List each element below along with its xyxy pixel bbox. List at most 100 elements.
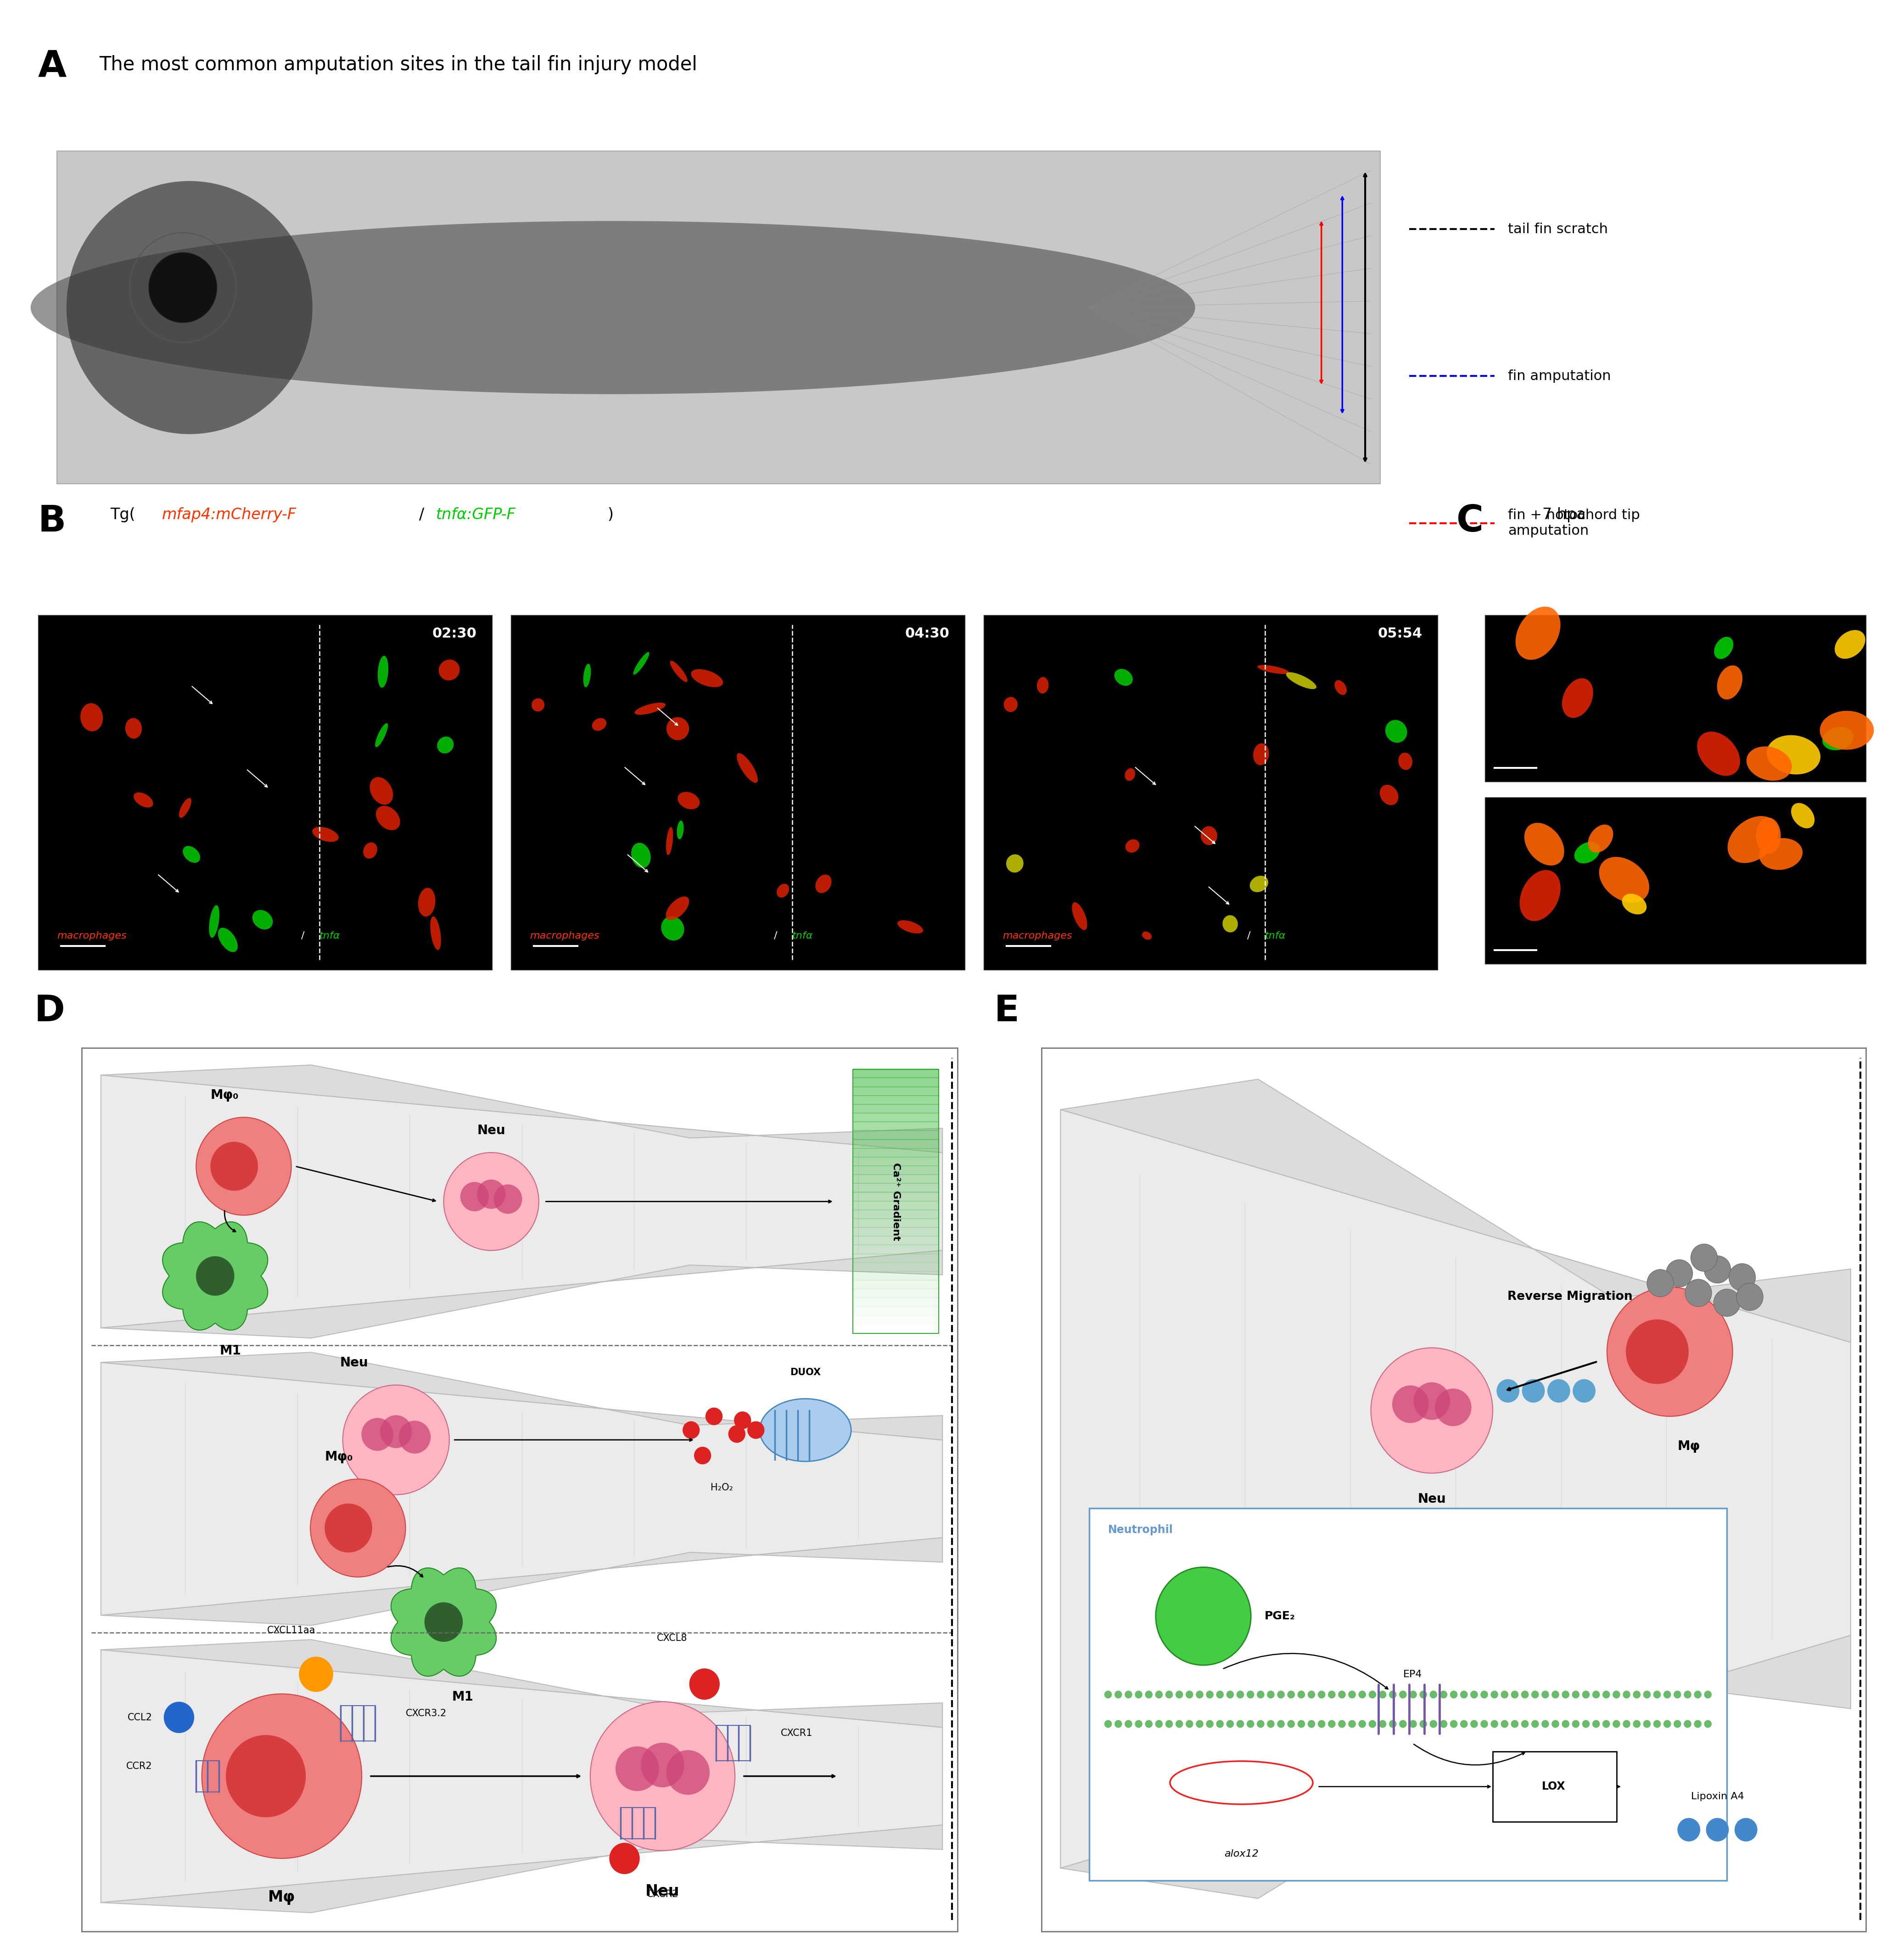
Circle shape	[1561, 1691, 1569, 1698]
Bar	[853, 1191, 939, 1201]
Bar	[510, 615, 965, 970]
Circle shape	[1695, 1691, 1702, 1698]
Ellipse shape	[1525, 823, 1565, 866]
Circle shape	[1439, 1720, 1447, 1728]
Text: A: A	[38, 49, 67, 84]
Ellipse shape	[438, 660, 459, 680]
Ellipse shape	[430, 917, 442, 950]
Circle shape	[1266, 1691, 1274, 1698]
Circle shape	[299, 1657, 333, 1693]
Bar	[57, 151, 1380, 484]
Ellipse shape	[1335, 680, 1346, 695]
Polygon shape	[1061, 1109, 1851, 1869]
Text: CXCL8: CXCL8	[657, 1634, 687, 1644]
Circle shape	[1582, 1720, 1590, 1728]
Circle shape	[1521, 1691, 1529, 1698]
Circle shape	[1592, 1691, 1599, 1698]
Polygon shape	[101, 1250, 942, 1338]
Bar	[853, 1148, 939, 1158]
Polygon shape	[162, 1222, 268, 1330]
Circle shape	[1497, 1379, 1519, 1403]
Circle shape	[1358, 1720, 1365, 1728]
Bar	[853, 1218, 939, 1228]
Polygon shape	[101, 1640, 942, 1728]
Text: 04:30: 04:30	[904, 627, 950, 641]
Bar	[984, 615, 1438, 970]
Circle shape	[362, 1418, 394, 1452]
Circle shape	[1674, 1691, 1681, 1698]
Text: PGE₂: PGE₂	[1264, 1610, 1295, 1622]
Circle shape	[748, 1420, 765, 1438]
Circle shape	[1156, 1567, 1251, 1665]
Circle shape	[1175, 1691, 1182, 1698]
Ellipse shape	[438, 737, 453, 754]
Text: CXCR1: CXCR1	[781, 1728, 813, 1738]
Bar	[853, 1254, 939, 1264]
Ellipse shape	[592, 719, 607, 731]
Polygon shape	[101, 1826, 942, 1912]
Bar	[82, 1048, 958, 1932]
Circle shape	[1399, 1720, 1407, 1728]
Circle shape	[1388, 1691, 1396, 1698]
Bar	[853, 1271, 939, 1281]
Ellipse shape	[630, 842, 651, 868]
Circle shape	[1512, 1691, 1519, 1698]
Circle shape	[1677, 1818, 1700, 1841]
Circle shape	[1653, 1691, 1660, 1698]
Circle shape	[704, 1407, 724, 1424]
Bar	[853, 1209, 939, 1218]
Polygon shape	[101, 1362, 942, 1616]
Circle shape	[1392, 1385, 1428, 1422]
Circle shape	[1369, 1691, 1377, 1698]
Circle shape	[1451, 1720, 1458, 1728]
Circle shape	[1205, 1720, 1213, 1728]
Text: The most common amputation sites in the tail fin injury model: The most common amputation sites in the …	[99, 55, 697, 74]
Text: CCR2: CCR2	[126, 1761, 152, 1771]
Ellipse shape	[1822, 727, 1854, 750]
Circle shape	[444, 1152, 539, 1250]
Circle shape	[461, 1181, 489, 1211]
Circle shape	[1634, 1691, 1641, 1698]
Circle shape	[1729, 1264, 1755, 1291]
Ellipse shape	[1125, 768, 1135, 782]
Circle shape	[1460, 1691, 1468, 1698]
Circle shape	[1666, 1260, 1693, 1287]
Circle shape	[425, 1602, 463, 1642]
Circle shape	[1542, 1720, 1550, 1728]
Text: B: B	[38, 503, 67, 539]
Circle shape	[1114, 1720, 1121, 1728]
Circle shape	[1691, 1244, 1717, 1271]
Circle shape	[1634, 1720, 1641, 1728]
Ellipse shape	[364, 842, 377, 858]
Text: 05:54: 05:54	[1378, 627, 1422, 641]
Circle shape	[1348, 1691, 1356, 1698]
Circle shape	[381, 1414, 411, 1448]
Circle shape	[1287, 1691, 1295, 1698]
Circle shape	[1531, 1720, 1538, 1728]
Circle shape	[1388, 1720, 1396, 1728]
Circle shape	[682, 1420, 701, 1438]
Text: Neu: Neu	[645, 1885, 680, 1898]
Text: Neu: Neu	[341, 1356, 367, 1369]
Circle shape	[1378, 1691, 1386, 1698]
Bar	[853, 1070, 939, 1077]
Text: LOX: LOX	[1542, 1781, 1565, 1792]
Circle shape	[615, 1745, 659, 1791]
Circle shape	[1420, 1691, 1428, 1698]
Circle shape	[1607, 1287, 1733, 1416]
Circle shape	[1247, 1720, 1255, 1728]
Circle shape	[1369, 1720, 1377, 1728]
Circle shape	[1704, 1256, 1731, 1283]
Ellipse shape	[1253, 742, 1268, 766]
Circle shape	[1278, 1720, 1285, 1728]
Ellipse shape	[377, 656, 388, 688]
Text: /: /	[1247, 931, 1251, 940]
Circle shape	[693, 1446, 712, 1465]
Circle shape	[1308, 1691, 1316, 1698]
Text: macrophages: macrophages	[1003, 931, 1072, 940]
Ellipse shape	[253, 909, 272, 929]
Ellipse shape	[666, 897, 689, 921]
Circle shape	[1542, 1691, 1550, 1698]
Ellipse shape	[1380, 786, 1398, 805]
Circle shape	[1297, 1691, 1304, 1698]
